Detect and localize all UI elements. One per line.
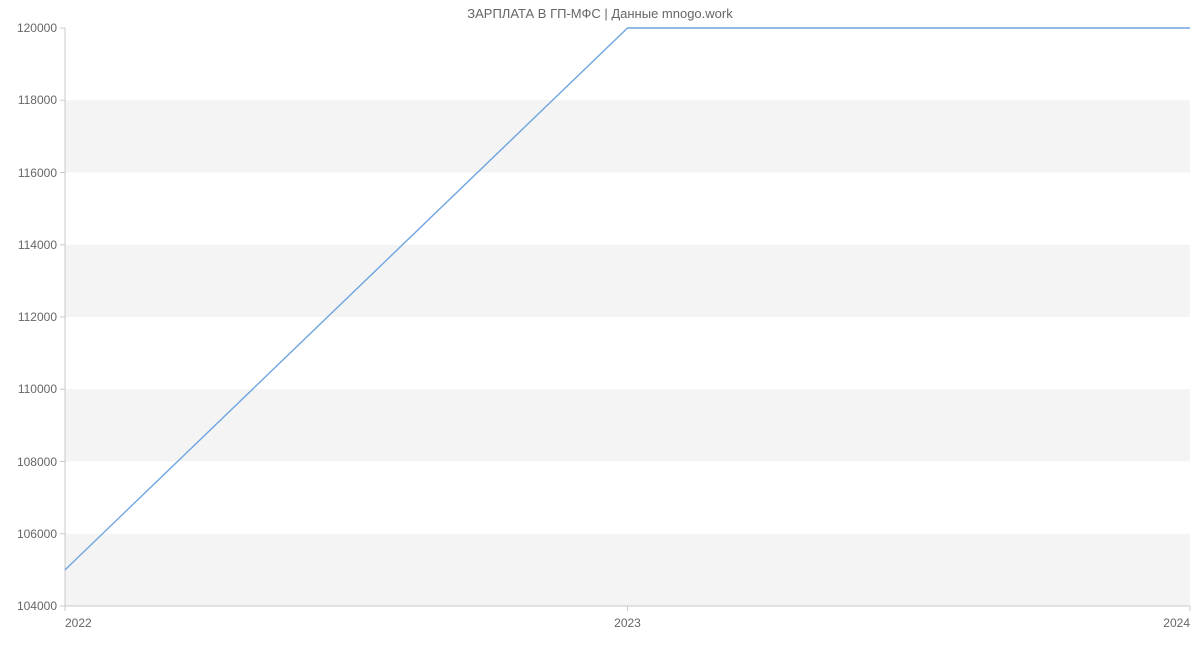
y-tick-label: 120000 [1,21,57,35]
y-tick-label: 116000 [1,166,57,180]
chart-svg [0,0,1200,650]
y-tick-label: 112000 [1,310,57,324]
y-tick-label: 104000 [1,599,57,613]
x-tick-label: 2024 [1163,616,1190,630]
y-tick-label: 110000 [1,382,57,396]
salary-chart: ЗАРПЛАТА В ГП-МФС | Данные mnogo.work 10… [0,0,1200,650]
y-tick-label: 106000 [1,527,57,541]
y-tick-label: 108000 [1,455,57,469]
chart-title: ЗАРПЛАТА В ГП-МФС | Данные mnogo.work [0,6,1200,21]
y-tick-label: 118000 [1,93,57,107]
x-tick-label: 2022 [65,616,92,630]
y-tick-label: 114000 [1,238,57,252]
x-tick-label: 2023 [614,616,641,630]
